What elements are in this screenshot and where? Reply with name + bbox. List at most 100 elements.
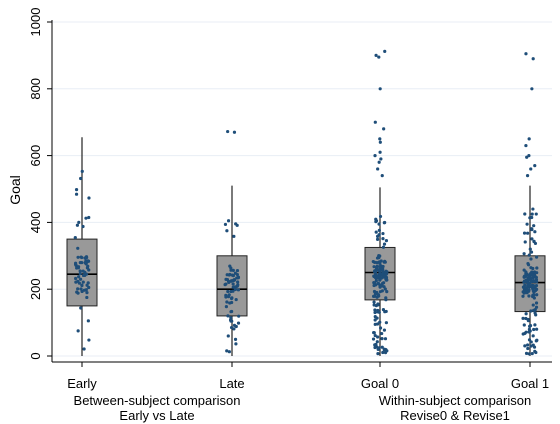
point-3-2	[531, 303, 535, 307]
point-2-71	[376, 281, 380, 285]
group-sublabel-between: Early vs Late	[119, 408, 194, 423]
point-3-157	[531, 289, 535, 293]
point-0-3	[78, 269, 82, 273]
point-3-86	[535, 287, 539, 291]
point-2-74	[377, 222, 381, 226]
point-3-154	[527, 294, 531, 298]
point-2-146	[372, 294, 376, 298]
point-0-26	[81, 273, 86, 278]
point-2-122	[385, 349, 389, 353]
point-1-42	[228, 264, 232, 268]
point-1-59	[234, 342, 238, 346]
point-2-159	[374, 220, 378, 224]
point-3-26	[529, 340, 533, 344]
point-3-158	[529, 284, 533, 289]
point-3-116	[523, 283, 527, 287]
point-3-138	[527, 330, 531, 334]
outlier-2-7	[378, 137, 382, 141]
point-0-49	[75, 266, 79, 270]
outlier-2-9	[373, 120, 377, 124]
point-3-153	[527, 289, 531, 293]
point-3-129	[528, 324, 532, 328]
point-2-166	[383, 260, 387, 264]
point-3-159	[522, 291, 526, 295]
outlier-2-6	[378, 140, 382, 144]
point-2-141	[382, 328, 387, 332]
outlier-3-0	[525, 174, 530, 178]
point-3-128	[526, 281, 530, 286]
point-1-21	[227, 350, 231, 354]
point-1-12	[236, 288, 241, 292]
point-1-8	[233, 337, 238, 341]
point-2-92	[382, 347, 387, 351]
point-1-25	[236, 280, 240, 284]
point-0-7	[74, 192, 79, 196]
point-1-6	[231, 268, 235, 272]
labels: Goal Between-subject comparison Early vs…	[7, 175, 531, 423]
point-2-49	[378, 214, 383, 219]
point-1-48	[236, 283, 240, 287]
point-3-97	[534, 313, 538, 317]
point-2-133	[378, 269, 382, 273]
point-3-136	[523, 331, 527, 335]
point-3-122	[529, 257, 533, 261]
point-0-28	[76, 255, 80, 259]
point-2-75	[385, 290, 389, 294]
point-0-69	[74, 276, 78, 281]
point-2-98	[382, 221, 386, 225]
point-3-135	[534, 212, 538, 216]
point-3-151	[524, 279, 528, 283]
point-0-23	[78, 272, 82, 276]
point-2-136	[376, 352, 380, 356]
point-1-55	[227, 280, 231, 284]
point-2-126	[373, 343, 377, 347]
point-2-55	[380, 281, 385, 286]
outlier-2-3	[379, 157, 383, 161]
y-axis-label: Goal	[7, 175, 23, 205]
point-1-64	[230, 300, 234, 305]
point-0-57	[80, 283, 84, 288]
point-0-34	[79, 287, 83, 291]
point-2-135	[372, 289, 377, 294]
outlier-3-7	[530, 87, 534, 91]
point-2-156	[384, 276, 388, 280]
x-tick-label-goal-0: Goal 0	[361, 376, 399, 391]
point-1-73	[231, 285, 235, 289]
y-tick-label-600: 600	[28, 145, 43, 167]
point-0-60	[83, 260, 87, 265]
point-1-57	[230, 273, 234, 277]
point-3-68	[529, 250, 534, 254]
outlier-3-9	[524, 52, 528, 56]
point-3-98	[529, 309, 533, 313]
point-3-147	[524, 270, 528, 274]
point-2-145	[380, 331, 384, 336]
outlier-2-12	[374, 53, 378, 58]
point-2-157	[384, 298, 388, 302]
point-0-9	[86, 281, 90, 285]
point-2-161	[373, 281, 377, 285]
point-2-153	[372, 283, 376, 288]
point-2-100	[377, 255, 381, 259]
point-3-78	[535, 327, 539, 331]
point-1-51	[234, 297, 238, 302]
point-3-146	[523, 344, 527, 348]
point-3-149	[523, 275, 527, 279]
point-1-52	[228, 318, 233, 322]
point-3-119	[526, 263, 531, 267]
outlier-2-10	[378, 87, 382, 91]
point-3-111	[532, 345, 537, 349]
point-0-54	[85, 291, 89, 295]
outlier-3-2	[533, 164, 537, 168]
y-tick-label-800: 800	[28, 78, 43, 100]
point-0-61	[85, 283, 89, 287]
point-2-113	[375, 275, 380, 279]
point-2-138	[380, 272, 384, 276]
point-0-59	[87, 268, 91, 272]
outlier-3-6	[527, 137, 531, 141]
box-late	[216, 255, 248, 317]
point-2-72	[372, 331, 376, 335]
point-3-144	[533, 279, 537, 283]
y-tick-label-400: 400	[28, 212, 43, 234]
point-3-121	[524, 316, 528, 321]
point-3-13	[527, 352, 531, 356]
